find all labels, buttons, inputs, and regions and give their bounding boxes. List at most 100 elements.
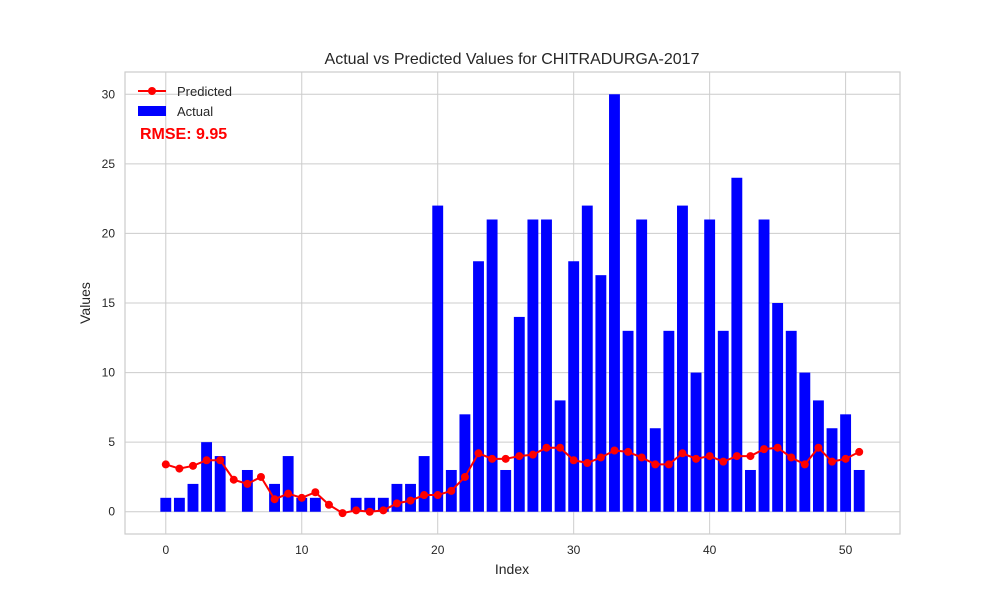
bar-actual <box>486 219 498 512</box>
bar-actual <box>214 456 226 512</box>
x-tick-label: 30 <box>567 543 581 557</box>
bar-actual <box>758 219 770 512</box>
predicted-point <box>610 446 619 455</box>
predicted-point <box>460 472 469 481</box>
predicted-point <box>719 457 728 466</box>
predicted-point <box>433 491 442 500</box>
predicted-point <box>229 475 238 484</box>
predicted-point <box>188 461 197 470</box>
bar-actual <box>160 497 172 512</box>
bar-actual <box>704 219 716 512</box>
predicted-point <box>773 443 782 452</box>
bar-actual <box>785 330 797 512</box>
predicted-point <box>501 454 510 463</box>
predicted-point <box>828 457 837 466</box>
bar-actual <box>717 330 729 512</box>
predicted-point <box>392 499 401 508</box>
bar-actual <box>541 219 552 512</box>
predicted-point <box>175 464 184 473</box>
predicted-point <box>379 506 388 515</box>
bar-actual <box>173 497 185 512</box>
bar-actual <box>745 469 756 512</box>
y-axis-label: Values <box>77 282 93 324</box>
predicted-point <box>678 449 687 458</box>
predicted-point <box>365 507 374 516</box>
x-tick-label: 20 <box>431 543 445 557</box>
bar-actual <box>391 483 403 512</box>
bar-actual <box>636 219 648 512</box>
y-tick-label: 0 <box>108 505 115 519</box>
x-axis-label: Index <box>495 561 529 577</box>
predicted-point <box>787 453 796 462</box>
bar-actual <box>241 469 253 512</box>
bar-actual <box>690 372 702 512</box>
y-tick-label: 5 <box>108 435 115 449</box>
y-tick-label: 10 <box>102 366 116 380</box>
bar-series-actual <box>160 94 865 512</box>
x-tick-label: 50 <box>839 543 853 557</box>
predicted-point <box>406 496 415 505</box>
bar-actual <box>296 497 308 512</box>
predicted-point <box>284 489 293 498</box>
legend-predicted-marker <box>148 87 156 95</box>
predicted-point <box>420 491 429 500</box>
chart-title: Actual vs Predicted Values for CHITRADUR… <box>325 51 700 68</box>
predicted-line <box>165 446 860 515</box>
y-tick-label: 30 <box>102 87 116 101</box>
predicted-point <box>338 509 347 518</box>
predicted-point <box>583 459 592 468</box>
bar-actual <box>731 177 743 512</box>
predicted-point <box>270 495 279 504</box>
bar-actual <box>418 456 430 512</box>
predicted-point <box>705 452 714 461</box>
grid <box>125 72 900 534</box>
predicted-point <box>800 460 809 469</box>
predicted-point <box>596 453 605 462</box>
bar-actual <box>581 205 593 512</box>
bar-actual <box>840 414 852 512</box>
predicted-point <box>474 449 483 458</box>
bar-actual <box>500 469 512 512</box>
bar-actual <box>622 330 634 512</box>
bar-actual <box>350 497 362 512</box>
legend: Predicted Actual <box>138 84 232 119</box>
x-tick-label: 0 <box>162 543 169 557</box>
predicted-point <box>297 493 306 502</box>
bar-actual <box>364 497 376 512</box>
bar-actual <box>826 428 838 512</box>
predicted-point <box>569 456 578 465</box>
bar-actual <box>513 316 525 512</box>
bar-actual <box>187 483 199 512</box>
predicted-point <box>556 443 565 452</box>
predicted-point <box>447 486 456 495</box>
bar-actual <box>527 219 539 512</box>
bar-actual <box>772 303 784 512</box>
predicted-point <box>311 488 320 497</box>
predicted-point <box>256 472 265 481</box>
plot-frame <box>124 71 901 535</box>
predicted-point <box>746 452 755 461</box>
predicted-point <box>855 447 864 456</box>
y-axis-ticks: 0 5 10 15 20 25 30 <box>102 87 116 518</box>
bar-actual <box>812 400 824 512</box>
bar-actual <box>595 275 607 512</box>
bar-actual <box>853 469 865 512</box>
bar-actual <box>554 400 566 512</box>
predicted-point <box>651 460 660 469</box>
predicted-point <box>732 452 741 461</box>
x-tick-label: 10 <box>295 543 309 557</box>
predicted-point <box>488 454 497 463</box>
bar-actual <box>799 372 811 512</box>
bar-actual <box>201 442 213 512</box>
rmse-annotation: RMSE: 9.95 <box>140 126 227 143</box>
bar-actual <box>609 94 620 512</box>
y-tick-label: 20 <box>102 226 116 240</box>
predicted-point <box>760 445 769 454</box>
y-tick-label: 15 <box>102 296 116 310</box>
bar-actual <box>459 414 471 512</box>
predicted-point <box>841 454 850 463</box>
predicted-point <box>637 453 646 462</box>
x-tick-label: 40 <box>703 543 717 557</box>
predicted-point <box>528 450 537 459</box>
predicted-point <box>664 460 673 469</box>
